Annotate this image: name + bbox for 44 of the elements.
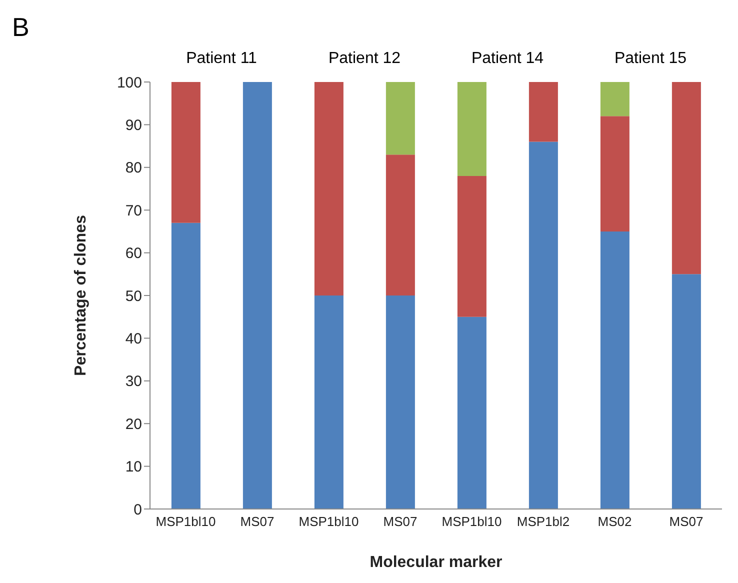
bar xyxy=(314,82,344,296)
x-tick-label: MSP1bl2 xyxy=(516,514,570,530)
x-tick-label: MS02 xyxy=(598,514,632,530)
bar xyxy=(600,116,630,232)
y-tick-label: 20 xyxy=(125,416,142,433)
y-tick-label: 10 xyxy=(125,458,142,476)
bar xyxy=(600,82,630,116)
bar xyxy=(386,154,415,296)
bar xyxy=(528,82,558,142)
y-tick-label: 70 xyxy=(125,202,142,220)
bar xyxy=(171,222,200,509)
text: Patient 11 xyxy=(185,50,258,68)
bar xyxy=(672,82,701,274)
text: Patient 12 xyxy=(327,50,402,68)
y-tick-label: 80 xyxy=(125,160,142,177)
x-tick-label: MS07 xyxy=(383,514,418,530)
y-tick-label: 0 xyxy=(134,501,142,518)
x-tick-label: MS07 xyxy=(240,514,274,530)
y-tick-label: 30 xyxy=(125,373,142,390)
bar xyxy=(314,296,344,509)
y-tick-label: 90 xyxy=(125,117,142,134)
bar xyxy=(600,231,630,509)
bar xyxy=(672,274,701,509)
text: Patient 15 xyxy=(613,50,688,68)
bar xyxy=(457,176,486,317)
bar xyxy=(171,82,200,223)
x-tick-label: MSP1bl10 xyxy=(156,514,216,530)
bar xyxy=(386,296,415,509)
text: Patient 14 xyxy=(470,50,545,68)
y-tick-label: 40 xyxy=(125,330,142,348)
x-axis-title: Molecular marker xyxy=(370,554,502,571)
bar xyxy=(242,82,272,509)
bar xyxy=(457,82,486,176)
text: B xyxy=(12,12,30,43)
y-tick-label: 60 xyxy=(125,245,142,262)
x-tick-label: MSP1bl10 xyxy=(442,514,502,530)
y-tick-label: 50 xyxy=(125,288,142,305)
bar xyxy=(457,316,486,509)
y-axis-title: Percentage of clones xyxy=(72,214,90,376)
bar xyxy=(528,142,558,509)
y-tick-label: 100 xyxy=(116,74,142,92)
bar xyxy=(386,82,415,155)
x-tick-label: MS07 xyxy=(669,514,704,530)
x-tick-label: MSP1bl10 xyxy=(298,514,359,530)
